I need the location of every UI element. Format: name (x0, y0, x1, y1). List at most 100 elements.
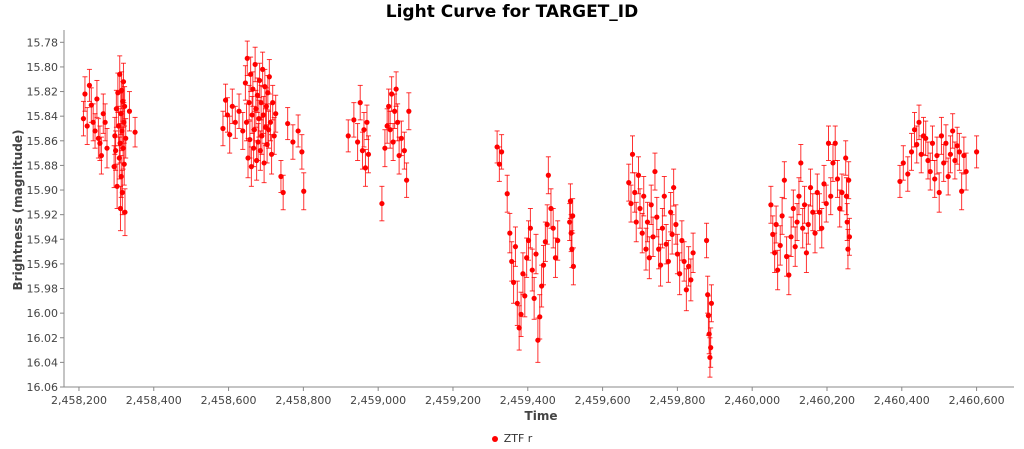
data-layer (80, 40, 980, 378)
data-point (265, 127, 272, 133)
data-point (654, 214, 660, 220)
data-point (118, 173, 124, 180)
data-point (570, 263, 577, 269)
data-point (512, 244, 519, 250)
data-point (834, 176, 841, 182)
chart-title: Light Curve for TARGET_ID (385, 2, 639, 22)
x-tick-label: 2,459,800 (649, 394, 705, 407)
data-point (121, 103, 128, 109)
data-point (345, 133, 351, 139)
data-point (790, 205, 796, 212)
data-point (644, 219, 651, 225)
data-point (800, 225, 806, 231)
data-point (84, 123, 90, 129)
data-point (271, 133, 277, 139)
data-point (540, 262, 547, 268)
data-point (252, 61, 258, 68)
data-point (963, 168, 969, 175)
y-tick-label: 15.78 (27, 36, 59, 49)
data-point (652, 168, 658, 175)
data-point (102, 119, 108, 125)
data-point (355, 139, 361, 145)
data-point (389, 91, 395, 97)
data-point (232, 119, 238, 125)
data-point (825, 140, 832, 146)
y-tick-label: 15.90 (27, 184, 59, 197)
data-point (544, 221, 550, 228)
data-point (803, 250, 810, 256)
data-point (510, 279, 517, 285)
data-point (359, 148, 366, 154)
data-point (364, 119, 370, 125)
data-point (943, 140, 949, 146)
data-point (251, 127, 257, 133)
data-point (236, 108, 242, 114)
data-point (244, 55, 250, 61)
data-point (900, 160, 906, 166)
data-point (796, 193, 802, 199)
data-point (248, 71, 254, 77)
data-point (390, 139, 396, 145)
data-point (259, 133, 265, 139)
data-point (260, 112, 266, 118)
data-point (807, 184, 814, 191)
data-point (525, 237, 532, 244)
data-point (633, 219, 639, 225)
data-point (641, 193, 647, 199)
data-point (708, 345, 714, 351)
data-point (637, 205, 643, 212)
data-point (82, 91, 88, 97)
legend: ZTF r (0, 432, 1024, 445)
y-tick-label: 16.02 (27, 332, 59, 345)
data-point (661, 193, 667, 199)
data-point (819, 225, 825, 231)
data-point (777, 242, 783, 249)
data-point (843, 155, 849, 161)
data-point (703, 237, 710, 244)
data-point (518, 311, 524, 317)
data-point (514, 300, 520, 306)
data-point (220, 125, 226, 132)
data-point (832, 140, 838, 146)
data-point (830, 160, 836, 166)
data-point (250, 86, 256, 92)
data-point (126, 108, 133, 114)
data-point (823, 200, 829, 207)
data-point (243, 119, 250, 125)
data-point (632, 189, 638, 196)
data-point (786, 272, 792, 278)
data-point (504, 191, 510, 197)
data-point (365, 151, 372, 157)
data-point (668, 209, 674, 215)
data-point (522, 293, 528, 299)
data-point (923, 135, 929, 141)
data-point (273, 111, 279, 117)
data-point (950, 128, 956, 134)
data-point (812, 230, 818, 236)
y-tick-label: 15.92 (27, 209, 59, 222)
data-point (686, 263, 692, 269)
data-point (121, 161, 127, 167)
y-tick-label: 15.88 (27, 159, 59, 172)
data-point (781, 177, 787, 183)
data-point (123, 135, 129, 141)
x-tick-label: 2,460,600 (949, 394, 1005, 407)
data-point (379, 200, 385, 207)
data-point (533, 251, 539, 257)
y-tick-label: 16.00 (27, 307, 59, 320)
data-point (98, 152, 105, 159)
data-point (844, 219, 850, 225)
x-tick-label: 2,459,600 (575, 394, 631, 407)
data-point (222, 97, 229, 103)
data-point (773, 221, 779, 228)
data-point (639, 230, 645, 236)
data-point (117, 205, 124, 212)
legend-marker (491, 436, 498, 442)
data-point (280, 189, 286, 196)
data-point (628, 200, 634, 207)
data-point (846, 177, 852, 183)
data-point (657, 262, 664, 268)
data-point (112, 133, 118, 139)
x-tick-label: 2,460,400 (874, 394, 930, 407)
y-tick-label: 15.80 (27, 61, 59, 74)
